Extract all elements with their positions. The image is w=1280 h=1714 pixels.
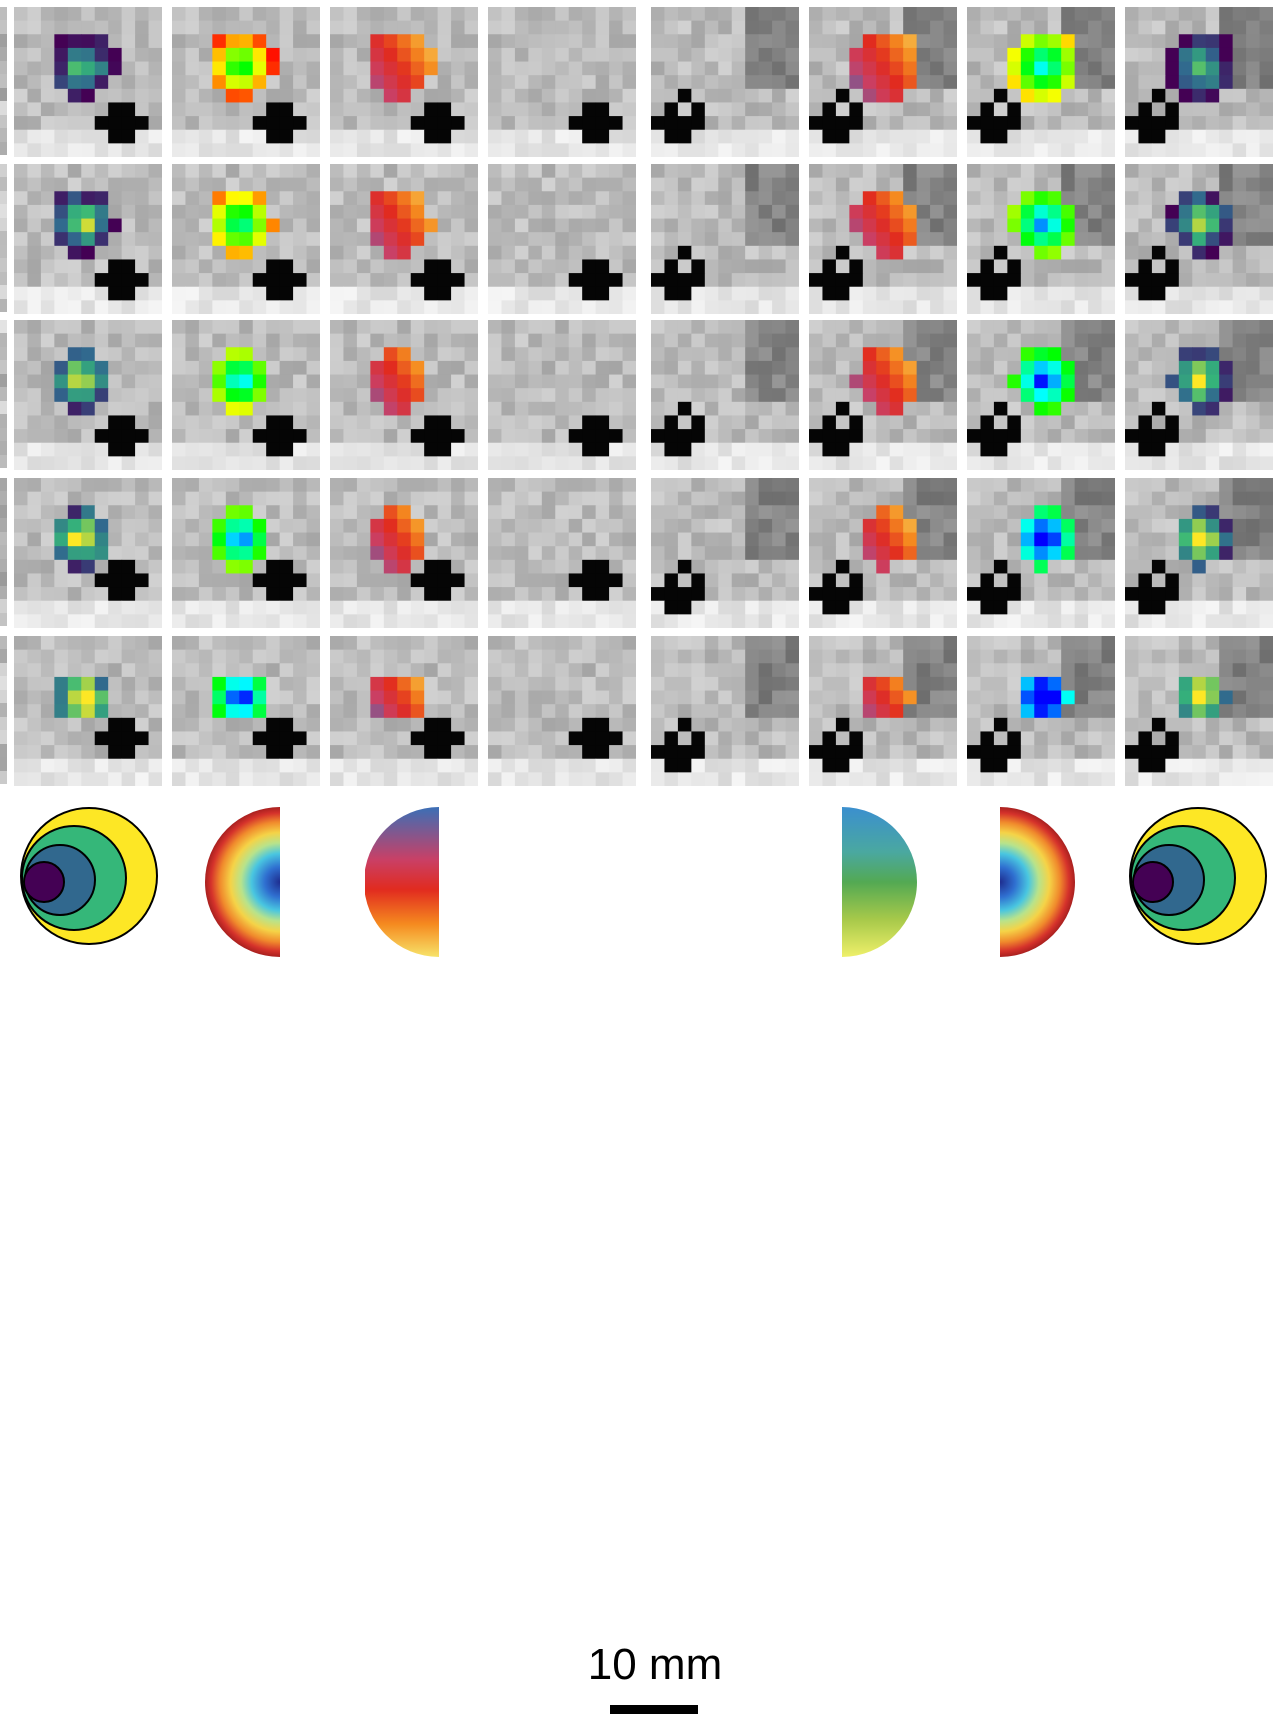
- tile-image: [330, 320, 478, 470]
- tile-r2-c3-polar-angle-map: [330, 164, 478, 314]
- polar-angle-key-right: [842, 807, 917, 957]
- tile-image: [651, 636, 799, 786]
- tile-image: [172, 478, 320, 628]
- tile-image: [967, 636, 1115, 786]
- tile-image: [172, 636, 320, 786]
- tile-r3-c7-eccentricity-map: [967, 320, 1115, 470]
- tile-r5-c6-polar-angle-map: [809, 636, 957, 786]
- polar-angle-key-left: [365, 807, 439, 957]
- tile-image: [488, 478, 636, 628]
- tile-image: [172, 164, 320, 314]
- tile-r2-c2-eccentricity-map: [172, 164, 320, 314]
- tile-image: [330, 164, 478, 314]
- tile-image: [651, 478, 799, 628]
- tile-r1-c7-eccentricity-map: [967, 7, 1115, 157]
- scalebar-label: 10 mm: [587, 1640, 723, 1689]
- tile-r3-c3-polar-angle-map: [330, 320, 478, 470]
- edge-sliver: [0, 164, 7, 314]
- tile-image: [809, 320, 957, 470]
- tile-r5-c4-anatomy: [488, 636, 636, 786]
- tile-r1-c4-anatomy: [488, 7, 636, 157]
- tile-r5-c2-eccentricity-map: [172, 636, 320, 786]
- edge-sliver: [0, 320, 7, 470]
- tile-image: [172, 320, 320, 470]
- tile-image: [651, 7, 799, 157]
- tile-image: [1125, 636, 1273, 786]
- tile-image: [330, 636, 478, 786]
- tile-image: [809, 164, 957, 314]
- tile-image: [967, 164, 1115, 314]
- tile-r2-c8-diameter-map: [1125, 164, 1273, 314]
- tile-r4-c1-diameter-map: [14, 478, 162, 628]
- tile-r4-c8-diameter-map: [1125, 478, 1273, 628]
- tile-r2-c7-eccentricity-map: [967, 164, 1115, 314]
- tile-image: [967, 478, 1115, 628]
- eccentricity-key-left: [205, 807, 280, 957]
- tile-image: [488, 164, 636, 314]
- tile-image: [1125, 320, 1273, 470]
- tile-r3-c6-polar-angle-map: [809, 320, 957, 470]
- tile-image: [14, 636, 162, 786]
- tile-r5-c5-anatomy: [651, 636, 799, 786]
- diameter-key-right: [1129, 807, 1267, 945]
- tile-r4-c2-eccentricity-map: [172, 478, 320, 628]
- tile-r1-c2-eccentricity-map: [172, 7, 320, 157]
- tile-r3-c1-diameter-map: [14, 320, 162, 470]
- tile-r4-c5-anatomy: [651, 478, 799, 628]
- diameter-key-left: [20, 807, 158, 945]
- eccentricity-key-right: [1000, 807, 1075, 957]
- tile-r5-c1-diameter-map: [14, 636, 162, 786]
- tile-r1-c3-polar-angle-map: [330, 7, 478, 157]
- tile-image: [1125, 164, 1273, 314]
- tile-image: [967, 7, 1115, 157]
- tile-image: [14, 7, 162, 157]
- tile-image: [488, 636, 636, 786]
- edge-sliver: [0, 478, 7, 628]
- tile-image: [1125, 478, 1273, 628]
- tile-image: [809, 7, 957, 157]
- tile-r5-c7-eccentricity-map: [967, 636, 1115, 786]
- image-grid: [0, 0, 1280, 795]
- tile-r2-c4-anatomy: [488, 164, 636, 314]
- legend: 10 mm: [0, 795, 1280, 1714]
- tile-image: [488, 320, 636, 470]
- tile-image: [14, 320, 162, 470]
- tile-image: [967, 320, 1115, 470]
- tile-r3-c5-anatomy: [651, 320, 799, 470]
- tile-image: [330, 7, 478, 157]
- tile-r1-c8-diameter-map: [1125, 7, 1273, 157]
- tile-r3-c8-diameter-map: [1125, 320, 1273, 470]
- tile-image: [330, 478, 478, 628]
- tile-image: [651, 164, 799, 314]
- tile-r1-c1-diameter-map: [14, 7, 162, 157]
- tile-image: [809, 478, 957, 628]
- tile-r2-c6-polar-angle-map: [809, 164, 957, 314]
- tile-image: [172, 7, 320, 157]
- scalebar: [610, 1705, 698, 1714]
- tile-r4-c6-polar-angle-map: [809, 478, 957, 628]
- tile-r5-c3-polar-angle-map: [330, 636, 478, 786]
- tile-r4-c4-anatomy: [488, 478, 636, 628]
- tile-r1-c5-anatomy: [651, 7, 799, 157]
- tile-r1-c6-polar-angle-map: [809, 7, 957, 157]
- tile-r2-c5-anatomy: [651, 164, 799, 314]
- tile-r3-c4-anatomy: [488, 320, 636, 470]
- edge-sliver: [0, 636, 7, 786]
- edge-sliver: [0, 7, 7, 157]
- tile-image: [651, 320, 799, 470]
- tile-r3-c2-eccentricity-map: [172, 320, 320, 470]
- tile-r5-c8-diameter-map: [1125, 636, 1273, 786]
- tile-image: [809, 636, 957, 786]
- tile-image: [14, 164, 162, 314]
- tile-r4-c7-eccentricity-map: [967, 478, 1115, 628]
- tile-image: [14, 478, 162, 628]
- tile-r2-c1-diameter-map: [14, 164, 162, 314]
- tile-image: [488, 7, 636, 157]
- tile-image: [1125, 7, 1273, 157]
- tile-r4-c3-polar-angle-map: [330, 478, 478, 628]
